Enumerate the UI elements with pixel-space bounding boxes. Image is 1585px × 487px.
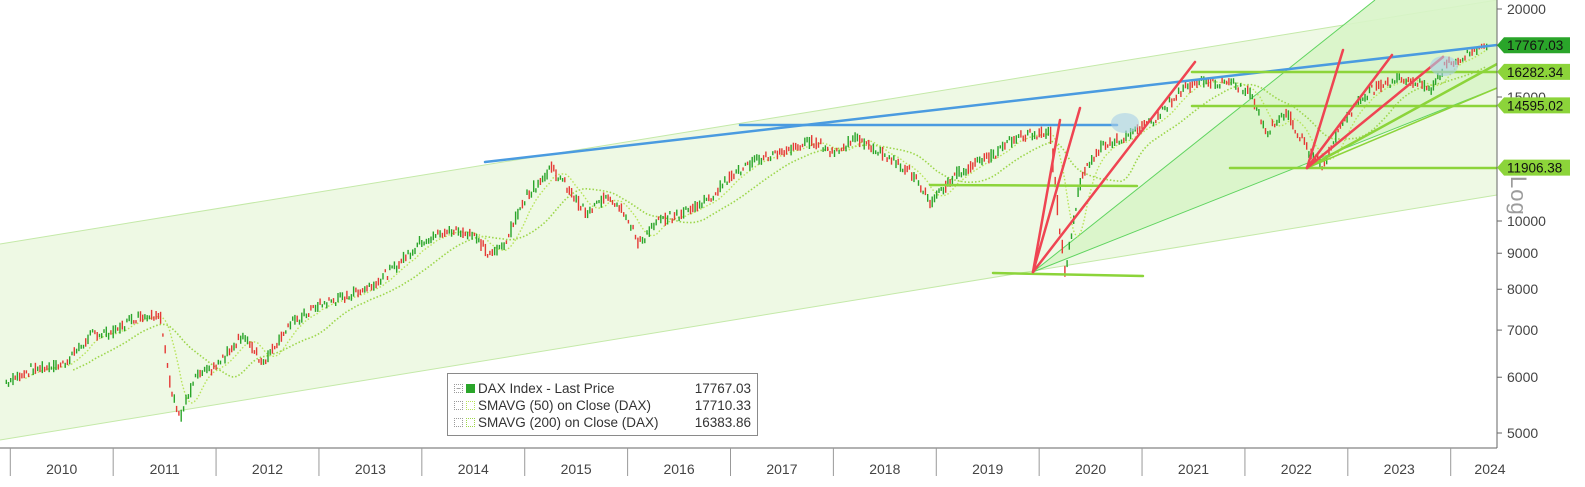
x-tick-label: 2013 <box>355 461 386 477</box>
x-tick-label: 2020 <box>1075 461 1106 477</box>
legend-item-sma50: SMAVG (50) on Close (DAX) 17710.33 <box>454 397 751 414</box>
price-level-tag-bg <box>1497 97 1570 114</box>
red-rally-line <box>1305 48 1345 170</box>
annotation-layer <box>483 43 1499 278</box>
red-rally-line <box>1305 53 1394 170</box>
regression-channel-fill <box>0 0 1497 440</box>
x-tick-label: 2018 <box>869 461 900 477</box>
price-level-tag-bg <box>1497 63 1570 80</box>
x-tick-label: 2015 <box>561 461 592 477</box>
channel-lower-line <box>0 194 1498 441</box>
legend-swatch <box>466 384 475 393</box>
price-level-tag-label: 16282.34 <box>1507 65 1564 80</box>
x-tick-label: 2016 <box>663 461 694 477</box>
legend-series-name: SMAVG (200) on Close (DAX) <box>478 415 659 430</box>
price-level-tag: 16282.34 <box>1497 63 1570 80</box>
legend-swatch <box>466 401 475 410</box>
x-tick-label: 2012 <box>252 461 283 477</box>
green-rising-support <box>1305 62 1499 170</box>
green-support-covid-low <box>991 271 1145 278</box>
y-tick-label: 5000 <box>1507 425 1538 441</box>
price-level-tag-label: 17767.03 <box>1507 38 1563 53</box>
legend-series-value: 17767.03 <box>694 381 751 396</box>
y-axis-panel <box>1497 0 1585 482</box>
chart-legend: − DAX Index - Last Price 17767.03 SMAVG … <box>447 373 758 436</box>
red-rally-line <box>1031 118 1062 274</box>
legend-series-value: 17710.33 <box>694 398 751 413</box>
inner-channel-upper <box>1032 0 1376 273</box>
blue-trendline-upper <box>483 43 1499 164</box>
legend-item-price: − DAX Index - Last Price 17767.03 <box>454 380 751 397</box>
legend-item-sma200: SMAVG (200) on Close (DAX) 16383.86 <box>454 414 751 431</box>
x-tick-label: 2011 <box>150 461 180 477</box>
red-rally-line <box>1031 106 1082 274</box>
x-tick-label: 2023 <box>1384 461 1415 477</box>
price-level-tag-label: 14595.02 <box>1507 98 1563 113</box>
legend-series-name: SMAVG (50) on Close (DAX) <box>478 398 652 413</box>
channel-upper-line <box>0 0 1498 245</box>
tree-branch-icon <box>454 418 463 427</box>
red-rally-line <box>1305 55 1445 170</box>
y-tick-label: 8000 <box>1507 281 1538 297</box>
x-tick-label: 2022 <box>1281 461 1312 477</box>
log-scale-label: Log <box>1506 176 1531 216</box>
tree-branch-icon <box>454 401 463 410</box>
sma200-line <box>72 65 1488 378</box>
y-tick-label: 9000 <box>1507 245 1538 261</box>
x-tick-label: 2024 <box>1474 461 1505 477</box>
x-tick-label: 2019 <box>972 461 1003 477</box>
legend-swatch <box>466 418 475 427</box>
price-level-tag-bg <box>1497 37 1570 54</box>
y-tick-label: 7000 <box>1507 322 1538 338</box>
x-tick-label: 2017 <box>766 461 797 477</box>
red-rally-line <box>1031 60 1197 274</box>
collapse-icon[interactable]: − <box>454 384 463 393</box>
legend-series-name: DAX Index - Last Price <box>478 381 615 396</box>
highlight-ellipse <box>1430 56 1458 76</box>
x-tick-label: 2014 <box>458 461 489 477</box>
sma50-line <box>24 49 1487 404</box>
price-level-tag: 17767.03 <box>1497 37 1570 54</box>
inner-channel-lower <box>1032 87 1498 273</box>
y-tick-label: 6000 <box>1507 369 1538 385</box>
moving-average-layer <box>24 49 1488 404</box>
green-rising-support-2 <box>1306 87 1498 169</box>
green-support-2019 <box>928 183 1139 188</box>
price-level-tag-bg <box>1497 159 1570 176</box>
price-level-tag: 11906.38 <box>1497 159 1570 176</box>
price-layer <box>5 43 1488 422</box>
y-tick-label: 10000 <box>1507 213 1546 229</box>
price-level-tag: 14595.02 <box>1497 97 1570 114</box>
legend-series-value: 16383.86 <box>694 415 751 430</box>
x-tick-label: 2010 <box>46 461 77 477</box>
highlight-ellipse <box>1111 113 1139 133</box>
x-tick-label: 2021 <box>1178 461 1209 477</box>
price-level-tag-label: 11906.38 <box>1507 161 1562 176</box>
y-tick-label: 20000 <box>1507 1 1546 17</box>
